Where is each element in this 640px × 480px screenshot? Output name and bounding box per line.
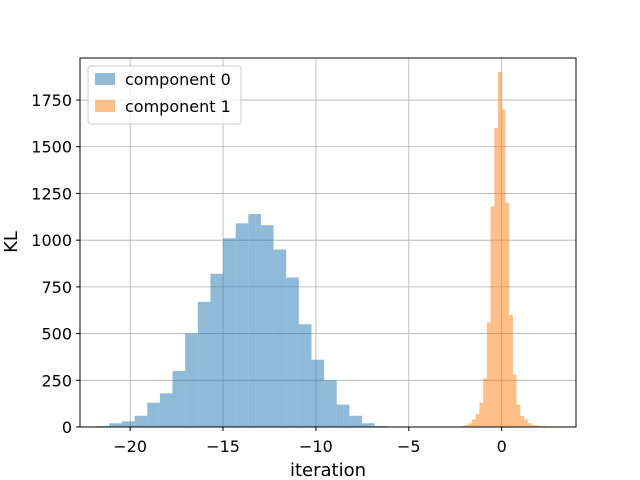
histogram-bar-component-0 [197, 301, 211, 427]
histogram-bar-component-0 [235, 223, 249, 427]
histogram-bar-component-1 [523, 419, 528, 427]
y-tick-label: 1000 [31, 231, 72, 250]
histogram-bar-component-1 [471, 419, 476, 427]
histogram-bar-component-1 [527, 423, 532, 427]
histogram-bar-component-0 [121, 421, 135, 427]
histogram-bar-component-0 [248, 214, 261, 427]
y-tick-label: 1500 [31, 138, 72, 157]
y-tick-label: 250 [41, 371, 72, 390]
y-tick-label: 500 [41, 325, 72, 344]
x-tick-label: −10 [299, 437, 333, 456]
legend-box [87, 65, 242, 125]
histogram-bar-component-1 [483, 378, 487, 427]
histogram-bars [96, 72, 554, 427]
histogram-bar-component-0 [159, 393, 173, 427]
histogram-bar-component-0 [260, 225, 274, 427]
legend: component 0 component 1 [87, 65, 242, 125]
histogram-bar-component-1 [512, 374, 517, 427]
histogram-bar-component-1 [479, 402, 484, 427]
histogram-bar-component-0 [185, 333, 198, 427]
y-tick-label: 1250 [31, 184, 72, 203]
histogram-bar-component-1 [486, 322, 491, 427]
legend-swatch-component-0 [95, 73, 115, 85]
histogram-bar-component-0 [109, 423, 122, 427]
y-tick-label: 0 [62, 418, 72, 437]
histogram-bar-component-1 [464, 425, 469, 427]
axis-ticks: −20 −15 −10 −5 0 0 250 500 750 1000 1250 1500 1750 [31, 91, 507, 456]
legend-label-component-0: component 0 [125, 70, 231, 89]
x-tick-label: −5 [397, 437, 421, 456]
histogram-bar-component-0 [286, 277, 299, 427]
histogram-bar-component-1 [494, 128, 498, 427]
x-tick-label: −20 [113, 437, 147, 456]
x-tick-label: 0 [497, 437, 507, 456]
histogram-bar-component-1 [501, 109, 506, 427]
x-axis-label: iteration [290, 460, 366, 480]
histogram-bar-component-1 [468, 423, 472, 427]
y-axis-label: KL [1, 231, 22, 253]
histogram-bar-component-0 [298, 324, 312, 427]
histogram-bar-component-1 [520, 415, 524, 427]
histogram-bar-component-0 [134, 415, 148, 427]
histogram-bar-component-0 [311, 359, 325, 427]
histogram-bar-component-0 [223, 238, 236, 427]
histogram-bar-component-1 [531, 425, 536, 427]
histogram-bar-component-1 [509, 314, 513, 427]
histogram-bar-component-0 [324, 380, 337, 427]
histogram-bar-component-0 [336, 404, 350, 427]
legend-swatch-component-1 [95, 100, 115, 112]
histogram-bar-component-1 [475, 413, 480, 427]
histogram-bar-component-0 [273, 249, 287, 427]
histogram-bar-component-0 [147, 402, 160, 427]
histogram-bar-component-0 [361, 423, 375, 427]
histogram-bar-component-0 [172, 370, 186, 427]
histogram-bar-component-1 [535, 425, 539, 427]
histogram-bar-component-1 [516, 404, 521, 427]
histogram-bar-component-0 [349, 415, 362, 427]
histogram-bar-component-1 [490, 206, 495, 427]
plot-frame [79, 57, 577, 428]
histogram-bar-component-0 [210, 273, 224, 427]
histogram-bar-component-1 [505, 202, 510, 427]
y-tick-label: 1750 [31, 91, 72, 110]
x-tick-label: −15 [206, 437, 240, 456]
y-tick-label: 750 [41, 278, 72, 297]
histogram-bar-component-1 [497, 72, 502, 427]
legend-label-component-1: component 1 [125, 97, 231, 116]
